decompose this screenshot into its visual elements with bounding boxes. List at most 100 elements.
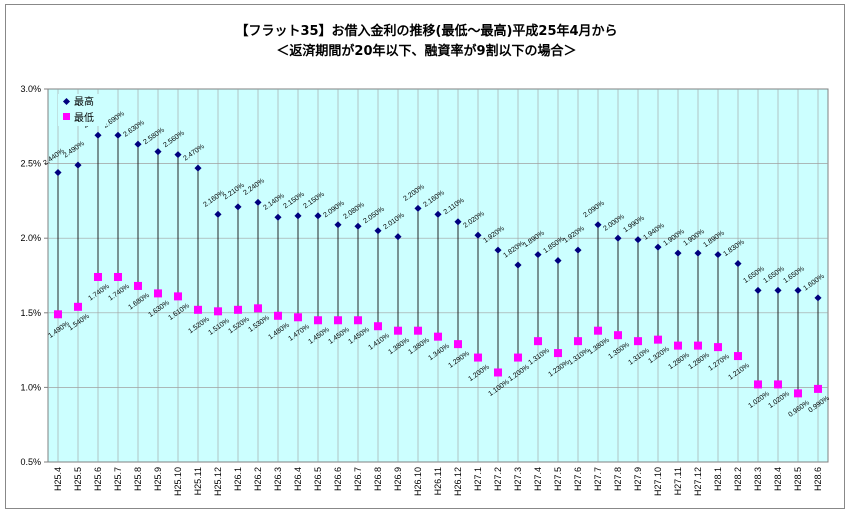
point-min — [474, 353, 482, 362]
point-min — [94, 272, 102, 281]
chart-title: 【フラット35】お借入金利の推移(最低～最高)平成25年4月から — [235, 24, 618, 39]
point-max — [174, 151, 182, 159]
x-tick-label: H28.1 — [713, 467, 723, 491]
point-max — [394, 233, 402, 241]
point-min — [174, 292, 182, 301]
point-min — [234, 305, 242, 314]
point-max — [134, 140, 142, 148]
x-tick-label: H26.10 — [413, 467, 423, 496]
data-marks — [54, 131, 822, 398]
x-tick-label: H28.4 — [773, 467, 783, 491]
point-max — [494, 246, 502, 254]
point-max — [574, 246, 582, 254]
point-max — [154, 148, 162, 156]
range-connectors — [57, 135, 819, 394]
x-tick-label: H25.10 — [173, 467, 183, 496]
point-min — [654, 335, 662, 344]
x-tick-label: H27.1 — [473, 467, 483, 491]
point-max — [514, 261, 522, 269]
y-tick-label: 2.5% — [20, 159, 41, 169]
point-min — [514, 353, 522, 362]
point-max — [714, 251, 722, 259]
x-tick-label: H25.5 — [73, 467, 83, 491]
point-min — [714, 343, 722, 352]
point-min — [334, 316, 342, 325]
point-min — [534, 337, 542, 346]
point-max — [814, 294, 822, 302]
point-min — [394, 326, 402, 335]
point-min — [694, 341, 702, 350]
point-min — [274, 311, 282, 320]
point-max — [374, 227, 382, 235]
point-max — [794, 286, 802, 294]
x-tick-label: H27.3 — [513, 467, 523, 491]
legend: 最高 最低 — [58, 94, 106, 126]
point-max — [314, 212, 322, 220]
x-tick-label: H26.12 — [453, 467, 463, 496]
point-min — [294, 313, 302, 322]
x-tick-label: H27.11 — [673, 467, 683, 495]
legend-label-max: 最高 — [74, 95, 94, 108]
x-tick-label: H28.3 — [753, 467, 763, 491]
point-min — [734, 352, 742, 361]
point-min — [634, 337, 642, 346]
point-min — [214, 307, 222, 316]
point-min — [54, 310, 62, 319]
point-max — [54, 169, 62, 177]
point-max — [274, 213, 282, 221]
x-tick-label: H27.9 — [633, 467, 643, 491]
x-axis: H25.4 H25.5 H25.6 H25.7 H25.8 H25.9 H25.10 H25.… — [53, 467, 823, 496]
point-max — [354, 222, 362, 230]
x-tick-label: H25.12 — [213, 467, 223, 496]
point-max — [434, 210, 442, 218]
x-tick-label: H27.2 — [493, 467, 503, 491]
x-tick-label: H28.5 — [793, 467, 803, 491]
point-max — [534, 251, 542, 259]
point-max — [474, 231, 482, 239]
x-tick-label: H26.11 — [433, 467, 443, 495]
x-tick-label: H27.4 — [533, 467, 543, 491]
point-max — [334, 221, 342, 229]
y-tick-label: 0.5% — [20, 457, 41, 467]
point-min — [794, 389, 802, 398]
y-tick-label: 1.5% — [20, 308, 41, 318]
y-tick-label: 2.0% — [20, 233, 41, 243]
point-max — [74, 161, 82, 169]
point-min — [254, 304, 262, 313]
point-min — [374, 322, 382, 331]
point-max — [414, 204, 422, 212]
point-min — [754, 380, 762, 389]
point-min — [674, 341, 682, 350]
point-max — [754, 286, 762, 294]
x-tick-label: H26.6 — [333, 467, 343, 491]
chart-subtitle: ＜返済期間が20年以下、融資率が9割以下の場合＞ — [276, 44, 577, 59]
point-max — [114, 131, 122, 139]
point-max — [734, 260, 742, 268]
x-tick-label: H25.6 — [93, 467, 103, 491]
x-tick-label: H27.8 — [613, 467, 623, 491]
x-tick-label: H27.5 — [553, 467, 563, 491]
point-max — [454, 218, 462, 226]
x-tick-label: H27.12 — [693, 467, 703, 496]
point-min — [74, 302, 82, 311]
x-tick-label: H25.9 — [153, 467, 163, 491]
x-tick-label: H25.4 — [53, 467, 63, 491]
x-tick-label: H26.2 — [253, 467, 263, 491]
x-tick-label: H28.2 — [733, 467, 743, 491]
x-tick-label: H26.5 — [313, 467, 323, 491]
point-min — [814, 384, 822, 393]
point-max — [194, 164, 202, 172]
point-max — [674, 249, 682, 257]
point-max — [294, 212, 302, 220]
x-tick-label: H27.10 — [653, 467, 663, 496]
point-min — [574, 337, 582, 346]
point-max — [634, 236, 642, 244]
point-min — [354, 316, 362, 325]
x-tick-label: H28.6 — [813, 467, 823, 491]
point-min — [554, 349, 562, 358]
point-min — [154, 289, 162, 298]
point-min — [194, 305, 202, 314]
x-tick-label: H26.1 — [233, 467, 243, 491]
x-tick-label: H25.11 — [193, 467, 203, 495]
